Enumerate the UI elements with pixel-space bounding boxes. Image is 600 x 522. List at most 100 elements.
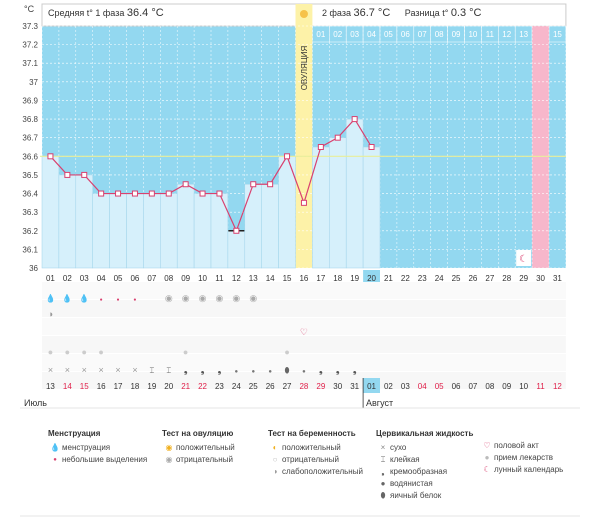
- temp-column: [176, 183, 195, 269]
- date-label: 26: [266, 382, 275, 391]
- date-label: 09: [502, 382, 511, 391]
- phase2-value: 36.7 °C: [353, 7, 391, 19]
- pill-icon: ●: [98, 347, 103, 357]
- temperature-point: [81, 171, 88, 178]
- sex-icon: ♡: [300, 327, 308, 337]
- cycle-day-label: 22: [401, 274, 410, 283]
- date-label: 05: [435, 382, 444, 391]
- sticky-icon: ⌶: [380, 455, 386, 464]
- temperature-point: [199, 190, 206, 197]
- temperature-point: [98, 190, 105, 197]
- preg-weak-icon: ◑: [272, 467, 278, 476]
- date-label: 06: [452, 382, 461, 391]
- temperature-point: [64, 171, 71, 178]
- next-day-label: 02: [333, 30, 342, 39]
- cycle-day-label: 07: [147, 274, 156, 283]
- pill-icon: ●: [65, 347, 70, 357]
- next-day-label: 12: [502, 30, 511, 39]
- cycle-day-label: 30: [536, 274, 545, 283]
- cycle-day-label: 13: [249, 274, 258, 283]
- temp-column: [244, 183, 262, 269]
- pill-icon: ●: [183, 347, 188, 357]
- temp-column: [160, 193, 178, 269]
- cycle-day-label: 11: [215, 274, 224, 283]
- next-day-label: 08: [435, 30, 444, 39]
- neg-icon: ◉: [216, 293, 224, 303]
- legend-ovulation-test: Тест на овуляцию ◉ положительный ◉ отрицат…: [162, 429, 235, 464]
- month-label-july: Июль: [24, 398, 47, 408]
- temperature-point: [267, 181, 274, 188]
- cycle-day-label: 17: [316, 274, 325, 283]
- y-tick-label: 36.2: [22, 227, 38, 236]
- dry-icon: ×: [99, 365, 104, 375]
- y-unit-label: °C: [24, 4, 35, 14]
- cycle-day-label: 03: [80, 274, 89, 283]
- date-label: 24: [232, 382, 241, 391]
- next-day-label: 09: [452, 30, 461, 39]
- cycle-day-label: 25: [452, 274, 461, 283]
- date-label: 23: [215, 382, 224, 391]
- temperature-point: [334, 134, 341, 141]
- ovu-positive-icon: ◉: [165, 443, 173, 452]
- temp-column: [193, 193, 212, 269]
- phase1-value: 36.4 °C: [126, 7, 164, 19]
- date-label: 07: [468, 382, 477, 391]
- symbol-row: [42, 372, 566, 389]
- creamy-icon: ❟: [353, 365, 357, 376]
- temp-column: [143, 193, 161, 269]
- pill-icon: ●: [284, 347, 289, 357]
- legend-mucus: Цервикальная жидкость × сухо ⌶ клейкая ❟ кр…: [376, 429, 474, 500]
- date-label: 03: [401, 382, 410, 391]
- temp-column: [58, 174, 77, 269]
- cycle-day-label: 28: [502, 274, 511, 283]
- y-tick-label: 36.4: [22, 190, 38, 199]
- neg-icon: ◉: [182, 293, 190, 303]
- temperature-point: [131, 190, 138, 197]
- light-icon: ●: [117, 297, 120, 303]
- y-tick-label: 37.3: [22, 22, 38, 31]
- next-day-label: 05: [384, 30, 393, 39]
- date-label: 04: [418, 382, 427, 391]
- temperature-point: [317, 144, 324, 150]
- temp-column: [329, 137, 347, 269]
- sticky-icon: ⌶: [149, 366, 154, 375]
- symbol-row: [42, 300, 566, 317]
- legend-other: ♡ половой акт ● прием лекарств ☾ лунный кал…: [480, 440, 563, 476]
- date-label: 16: [97, 382, 106, 391]
- cycle-day-label: 29: [519, 274, 528, 283]
- temperature-point: [216, 190, 223, 197]
- month-label-august: Август: [366, 398, 394, 408]
- preg-negative-icon: ○: [272, 455, 278, 464]
- cycle-day-label: 01: [46, 274, 55, 283]
- creamy-icon: ❟: [319, 365, 323, 376]
- next-day-label: 07: [418, 30, 427, 39]
- sticky-icon: ⌶: [166, 366, 171, 375]
- date-label: 27: [283, 382, 292, 391]
- date-label: 25: [249, 382, 258, 391]
- neg-icon: ◉: [232, 293, 240, 303]
- dry-icon: ×: [65, 365, 70, 375]
- diff-value: 0.3 °C: [450, 7, 482, 19]
- date-label: 02: [384, 382, 393, 391]
- temp-column: [227, 230, 246, 269]
- dry-icon: ×: [48, 365, 53, 375]
- cycle-day-label: 31: [553, 274, 562, 283]
- creamy-icon: ❟: [201, 365, 205, 376]
- creamy-icon: ❟: [381, 467, 385, 476]
- phase1-summary: Средняя t° 1 фаза 36.4 °C: [48, 7, 164, 19]
- watery-icon: ●: [380, 479, 386, 488]
- temperature-point: [351, 116, 358, 123]
- temperature-point: [115, 190, 122, 197]
- cycle-day-label: 24: [435, 274, 444, 283]
- light-icon: ●: [100, 297, 103, 303]
- cycle-day-label: 14: [266, 274, 275, 283]
- temperature-point: [368, 144, 375, 150]
- next-day-label: 11: [486, 30, 495, 39]
- drop-light-icon: ●: [53, 457, 57, 463]
- date-label: 15: [80, 382, 89, 391]
- cycle-day-label: 04: [97, 274, 106, 283]
- y-tick-label: 37.1: [22, 59, 38, 68]
- watery-icon: ●: [268, 369, 272, 375]
- cycle-day-label: 26: [468, 274, 477, 283]
